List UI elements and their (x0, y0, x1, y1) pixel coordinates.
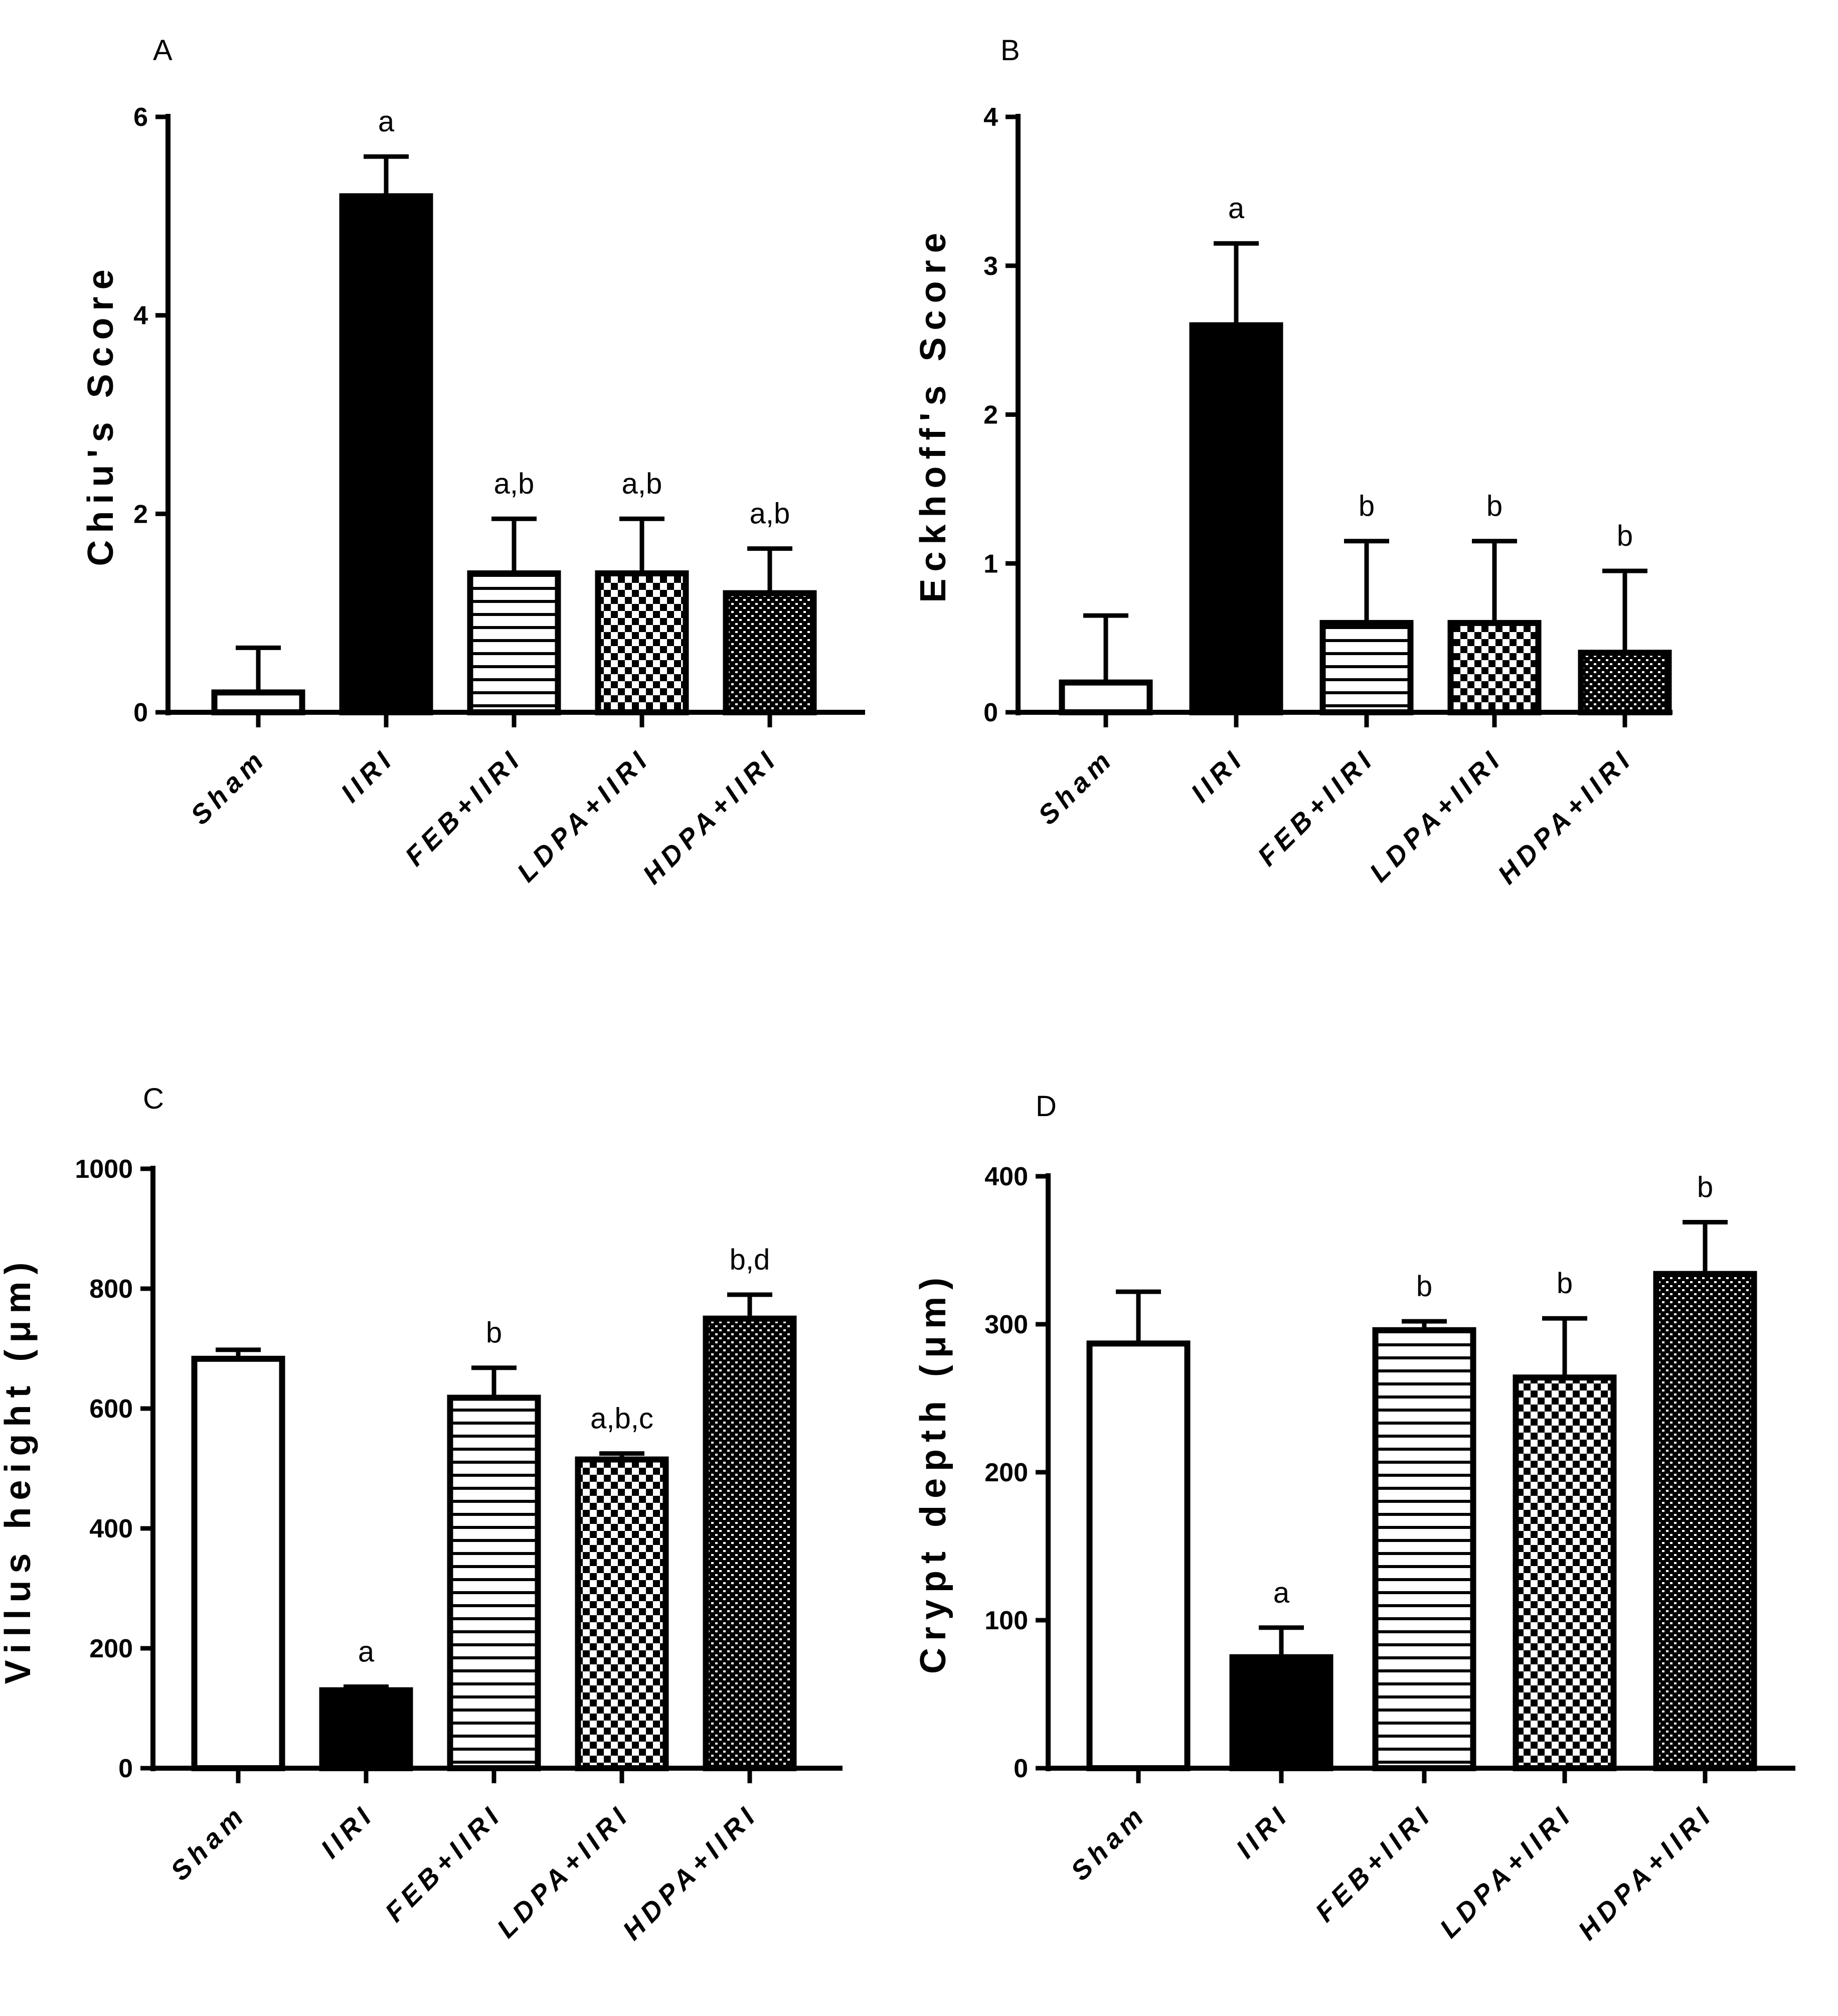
x-tick-label: FEB+IIRI (1252, 743, 1381, 872)
bar-feb-iiri (1372, 1327, 1476, 1772)
x-tick-label: HDPA+IIRI (617, 1799, 764, 1946)
panel-a: A Chiu's Score a a,b a,b a,b 0 2 4 6 Sham IIRIFEB+I… (81, 34, 865, 890)
significance-label: b (1359, 490, 1375, 523)
x-tick-label: Sham (1065, 1799, 1153, 1887)
significance-label: a,b (494, 468, 535, 500)
y-tick-label: 6 (133, 103, 148, 132)
significance-label: b (486, 1317, 502, 1349)
bar-feb-iiri (1319, 619, 1414, 715)
x-tick-label: Sham (165, 1799, 253, 1887)
x-tick-label: HDPA+IIRI (637, 743, 784, 890)
bar-feb-iiri (467, 570, 561, 715)
significance-label: a,b (622, 468, 662, 500)
bar-iiri (1189, 322, 1283, 715)
y-tick-label: 200 (89, 1634, 133, 1663)
significance-label: a (378, 105, 395, 138)
bar-iiri (339, 193, 433, 715)
significance-label: a,b (750, 498, 790, 530)
panel-letter: B (1000, 34, 1020, 67)
y-tick-label: 3 (983, 252, 998, 281)
y-tick-label: 2 (983, 401, 998, 430)
bar-hdpa-iiri (1578, 650, 1672, 716)
x-tick-label: FEB+IIRI (379, 1799, 508, 1928)
bar-sham (191, 1355, 285, 1771)
bar-sham (211, 689, 305, 716)
bar-hdpa-iiri (703, 1315, 797, 1771)
y-tick-label: 0 (1014, 1754, 1028, 1783)
x-tick-label: IIRI (1230, 1799, 1295, 1864)
x-tick-label: FEB+IIRI (1309, 1799, 1438, 1928)
bar-ldpa-iiri (1447, 619, 1542, 715)
panel-letter: D (1036, 1090, 1057, 1123)
y-tick-label: 0 (118, 1754, 133, 1783)
y-tick-label: 1000 (75, 1155, 133, 1184)
bar-sham (1086, 1340, 1191, 1772)
y-tick-label: 0 (133, 698, 148, 727)
y-tick-label: 100 (984, 1606, 1028, 1635)
y-axis-label: Chiu's Score (81, 262, 121, 566)
y-axis-label: Eckhoff's Score (913, 226, 953, 602)
bar-ldpa-iiri (595, 570, 689, 715)
significance-label: a (1228, 192, 1245, 225)
x-tick-label: Sham (1033, 743, 1120, 831)
bar-iiri (319, 1687, 413, 1771)
x-tick-label: IIRI (335, 743, 400, 808)
y-axis-label: Crypt depth (μm) (913, 1271, 953, 1674)
x-tick-label: Sham (185, 743, 273, 831)
bar-ldpa-iiri (1513, 1374, 1617, 1771)
significance-label: b,d (730, 1244, 770, 1276)
y-tick-label: 1 (983, 549, 998, 578)
bar-iiri (1229, 1654, 1333, 1771)
significance-label: b (1416, 1270, 1432, 1303)
panel-d: D Crypt depth (μm) a b b b 0 100 200 300 400 Sham II… (913, 1090, 1795, 1946)
panel-b: B Eckhoff's Score a b b b 0 1 2 3 4 Sham IIRI FEB+IIR… (913, 34, 1673, 890)
bar-feb-iiri (447, 1394, 541, 1771)
y-tick-label: 400 (89, 1514, 133, 1543)
bar-ldpa-iiri (575, 1456, 669, 1771)
y-tick-label: 2 (133, 500, 148, 529)
y-tick-label: 400 (984, 1162, 1028, 1191)
significance-label: a (358, 1635, 375, 1668)
significance-label: b (1697, 1171, 1713, 1203)
panel-letter: A (153, 34, 173, 67)
significance-label: b (1557, 1267, 1573, 1300)
x-tick-label: HDPA+IIRI (1492, 743, 1639, 890)
significance-label: a (1273, 1577, 1290, 1609)
x-tick-label: LDPA+IIRI (512, 743, 656, 888)
significance-label: b (1486, 490, 1502, 523)
panel-letter: C (143, 1082, 164, 1115)
x-tick-label: HDPA+IIRI (1572, 1799, 1719, 1946)
x-tick-label: IIRI (315, 1799, 380, 1864)
significance-label: a,b,c (590, 1403, 653, 1435)
significance-label: b (1617, 520, 1633, 552)
x-tick-label: LDPA+IIRI (491, 1799, 636, 1944)
y-tick-label: 0 (983, 698, 998, 727)
y-tick-label: 4 (133, 301, 148, 331)
y-tick-label: 300 (984, 1310, 1028, 1339)
bar-sham (1059, 679, 1153, 716)
x-tick-label: IIRI (1185, 743, 1250, 808)
x-tick-label: LDPA+IIRI (1434, 1799, 1579, 1944)
bar-hdpa-iiri (723, 590, 817, 715)
y-tick-label: 600 (89, 1394, 133, 1424)
panel-c: C Villus height (μm) a b a,b,c b,d 0 200 400 600 8… (0, 1082, 843, 1946)
bar-hdpa-iiri (1653, 1271, 1757, 1771)
y-axis-label: Villus height (μm) (0, 1256, 38, 1684)
y-tick-label: 200 (984, 1458, 1028, 1487)
y-tick-label: 4 (983, 103, 998, 132)
x-tick-label: LDPA+IIRI (1364, 743, 1509, 888)
y-tick-label: 800 (89, 1275, 133, 1304)
x-tick-label: FEB+IIRI (399, 743, 528, 872)
